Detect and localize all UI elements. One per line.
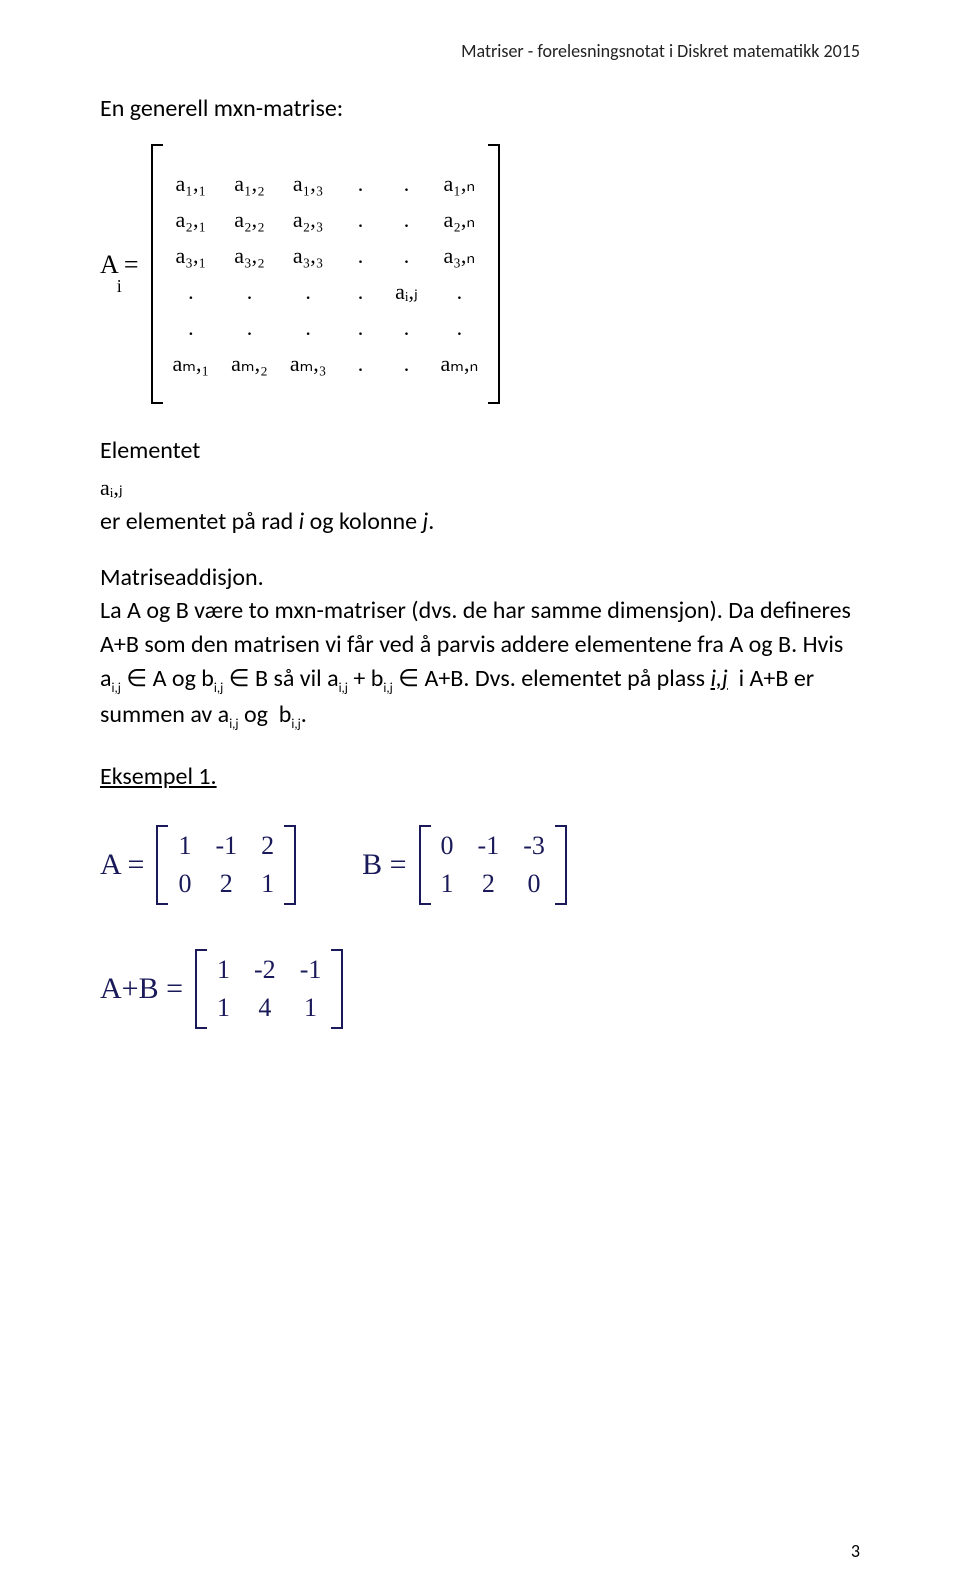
- matrix-cell: aₘ,₁: [173, 351, 210, 377]
- hw-cell: 1: [261, 869, 274, 899]
- hw-grid-B: 0 -1 -3 120: [429, 823, 557, 907]
- matrix-cell: a₃,₃: [290, 243, 327, 269]
- matrix-cell: .: [348, 207, 372, 233]
- hw-label-B: B =: [362, 848, 406, 882]
- bracket-left: [189, 947, 205, 1031]
- matrix-cell: .: [440, 279, 478, 305]
- hw-cell: -1: [300, 955, 322, 985]
- bracket-left: [145, 144, 161, 404]
- section-title: En generell mxn-matrise:: [100, 92, 860, 126]
- matrix-cell: .: [231, 279, 268, 305]
- hw-cell: 2: [261, 831, 274, 861]
- handwritten-row-AB: A = 1-12021 B = 0-1-3120: [100, 823, 860, 907]
- matrix-cell: a₂,₂: [231, 207, 268, 233]
- hw-cell: 1: [217, 955, 230, 985]
- hw-grid-A: 1-12021: [166, 823, 286, 907]
- hw-cell: 0: [523, 869, 545, 899]
- matrix-cell: a₃,₁: [173, 243, 210, 269]
- bracket-right: [490, 144, 506, 404]
- hw-cell: 1: [217, 993, 230, 1023]
- matrix-cell: .: [394, 171, 418, 197]
- matrix-cell: a₂,ₙ: [440, 207, 478, 233]
- matrix-cell: a₁,₃: [290, 171, 327, 197]
- bracket-left: [413, 823, 429, 907]
- matrix-cell: a₃,ₙ: [440, 243, 478, 269]
- bracket-right: [557, 823, 573, 907]
- hw-cell: 0: [441, 831, 454, 861]
- hw-cell: 2: [215, 869, 237, 899]
- general-matrix: A = i a₁,₁ a₁,₂ a₁,₃.. a₁,ₙ a₂,₁ a₂,₂ a₂,₃.. a₂…: [100, 144, 860, 404]
- hw-matrix-B: B = 0 -1 -3 120: [362, 823, 573, 907]
- bracket-right: [286, 823, 302, 907]
- matrix-cell: a₂,₁: [173, 207, 210, 233]
- matrix-cell: .: [173, 315, 210, 341]
- matrix-cell: .: [348, 171, 372, 197]
- matrix-label-i: i: [117, 276, 122, 297]
- matrix-cell: a₁,₂: [231, 171, 268, 197]
- matrix-cell: .: [394, 207, 418, 233]
- hw-cell: 2: [478, 869, 500, 899]
- matrix-cell: .: [290, 279, 327, 305]
- hw-cell: 0: [178, 869, 191, 899]
- matrix-cell: a₃,₂: [231, 243, 268, 269]
- hw-cell: -2: [254, 955, 276, 985]
- matrix-cell: .: [348, 315, 372, 341]
- matrix-cell: .: [231, 315, 268, 341]
- hw-cell: 1: [441, 869, 454, 899]
- matrix-cell: a₁,ₙ: [440, 171, 478, 197]
- elementet-symbol: aᵢ,ⱼ: [100, 475, 860, 501]
- hw-cell: -3: [523, 831, 545, 861]
- elementet-label: Elementet: [100, 434, 860, 468]
- bracket-left: [150, 823, 166, 907]
- hw-label-A: A =: [100, 848, 144, 882]
- addisjon-body: La A og B være to mxn-matriser (dvs. de …: [100, 594, 860, 733]
- page-header: Matriser - forelesningsnotat i Diskret m…: [100, 40, 860, 62]
- matrix-cell: .: [290, 315, 327, 341]
- matrix-cell: .: [348, 243, 372, 269]
- handwritten-row-sum: A+B = 1 -2 -1 141: [100, 947, 860, 1031]
- matrix-cell: .: [394, 315, 418, 341]
- hw-matrix-A: A = 1-12021: [100, 823, 302, 907]
- matrix-cell: .: [348, 279, 372, 305]
- matrix-label: A = i: [100, 250, 139, 297]
- matrix-cell: aₘ,₃: [290, 351, 327, 377]
- matrix-cell: .: [348, 351, 372, 377]
- bracket-right: [333, 947, 349, 1031]
- hw-cell: -1: [215, 831, 237, 861]
- matrix-cell: aₘ,ₙ: [440, 351, 478, 377]
- matrix-cell: .: [173, 279, 210, 305]
- hw-cell: 4: [254, 993, 276, 1023]
- hw-cell: 1: [300, 993, 322, 1023]
- matrix-cell: a₁,₁: [173, 171, 210, 197]
- hw-label-sum: A+B =: [100, 972, 183, 1006]
- elementet-text: er elementet på rad i og kolonne j.: [100, 505, 860, 539]
- addisjon-title: Matriseaddisjon.: [100, 561, 860, 595]
- hw-cell: -1: [478, 831, 500, 861]
- hw-cell: 1: [178, 831, 191, 861]
- matrix-cell: aₘ,₂: [231, 351, 268, 377]
- matrix-grid: a₁,₁ a₁,₂ a₁,₃.. a₁,ₙ a₂,₁ a₂,₂ a₂,₃.. a₂,ₙ a₃,₁…: [161, 161, 491, 387]
- matrix-cell: .: [394, 243, 418, 269]
- matrix-cell: .: [394, 351, 418, 377]
- matrix-cell: a₂,₃: [290, 207, 327, 233]
- matrix-cell: aᵢ,ⱼ: [394, 279, 418, 305]
- hw-matrix-sum: A+B = 1 -2 -1 141: [100, 947, 349, 1031]
- matrix-cell: .: [440, 315, 478, 341]
- example-heading: Eksempel 1.: [100, 760, 860, 794]
- page-number: 3: [851, 1540, 860, 1562]
- hw-grid-sum: 1 -2 -1 141: [205, 947, 333, 1031]
